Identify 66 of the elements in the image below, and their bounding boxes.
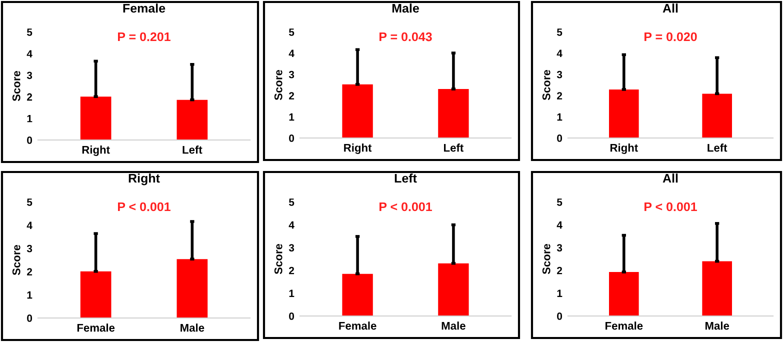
y-tick-label: 2: [289, 92, 294, 100]
y-tick-label: 4: [288, 221, 294, 229]
y-tick-label: 5: [288, 198, 294, 206]
y-tick-label: 5: [556, 28, 562, 36]
y-tick-label: 0: [289, 134, 294, 142]
chart-subtitle: P < 0.001: [118, 202, 170, 212]
chart-subtitle: P < 0.001: [380, 202, 432, 212]
y-tick-label: 2: [557, 266, 562, 274]
y-tick-label: 1: [557, 113, 562, 121]
y-tick-label: 0: [27, 136, 32, 144]
y-tick-label: 4: [556, 50, 562, 57]
y-tick-label: 3: [26, 72, 32, 80]
y-tick-label: 4: [26, 50, 32, 58]
x-tick-label: Female: [77, 324, 115, 332]
y-tick-label: 4: [556, 221, 562, 229]
x-tick-label: Right: [610, 144, 638, 154]
y-tick-label: 3: [556, 70, 562, 78]
y-axis-title: Score: [12, 70, 20, 102]
y-tick-label: 1: [557, 290, 562, 297]
y-tick-label: 3: [288, 244, 294, 252]
chart-title: Right: [128, 173, 160, 186]
y-tick-label: 5: [26, 198, 32, 206]
y-axis-title: Score: [274, 70, 282, 100]
x-tick-label: Male: [442, 322, 466, 330]
x-tick-label: Right: [344, 144, 372, 154]
y-tick-label: 5: [556, 198, 562, 206]
y-axis-title: Score: [274, 244, 282, 274]
x-tick-label: Right: [82, 146, 110, 156]
y-tick-label: 2: [557, 92, 562, 100]
y-tick-label: 5: [288, 28, 294, 36]
chart-subtitle: P = 0.043: [380, 32, 432, 42]
y-tick-label: 2: [289, 266, 294, 274]
y-tick-label: 2: [27, 268, 32, 276]
y-tick-label: 0: [557, 312, 562, 320]
x-tick-label: Left: [182, 146, 202, 154]
y-tick-label: 1: [289, 290, 294, 297]
y-tick-label: 0: [289, 312, 294, 320]
y-axis-title: Score: [542, 70, 550, 100]
y-tick-label: 1: [27, 291, 32, 299]
chart-title: All: [662, 173, 678, 183]
y-tick-label: 3: [288, 70, 294, 78]
y-tick-label: 0: [557, 134, 562, 142]
y-tick-label: 1: [27, 115, 32, 122]
x-tick-label: Left: [444, 144, 464, 152]
chart-title: Male: [392, 3, 419, 13]
x-tick-label: Left: [708, 144, 728, 152]
y-tick-label: 5: [26, 28, 32, 36]
chart-title: All: [662, 3, 678, 13]
y-tick-label: 4: [26, 222, 32, 229]
y-tick-label: 2: [27, 93, 32, 101]
y-tick-label: 0: [27, 314, 32, 322]
chart-subtitle: P = 0.020: [644, 32, 697, 42]
chart-title: Female: [123, 3, 166, 13]
y-axis-title: Score: [542, 244, 550, 274]
y-axis-title: Score: [12, 244, 20, 276]
chart-title: Left: [394, 173, 417, 183]
y-tick-label: 3: [556, 244, 562, 252]
x-tick-label: Female: [339, 322, 376, 330]
x-tick-label: Male: [180, 324, 204, 332]
y-tick-label: 4: [288, 50, 294, 57]
x-tick-label: Female: [606, 322, 643, 330]
y-tick-label: 3: [26, 244, 32, 252]
y-tick-label: 1: [289, 113, 294, 121]
x-tick-label: Male: [705, 322, 730, 330]
chart-subtitle: P = 0.201: [118, 32, 170, 42]
chart-subtitle: P < 0.001: [644, 202, 697, 212]
